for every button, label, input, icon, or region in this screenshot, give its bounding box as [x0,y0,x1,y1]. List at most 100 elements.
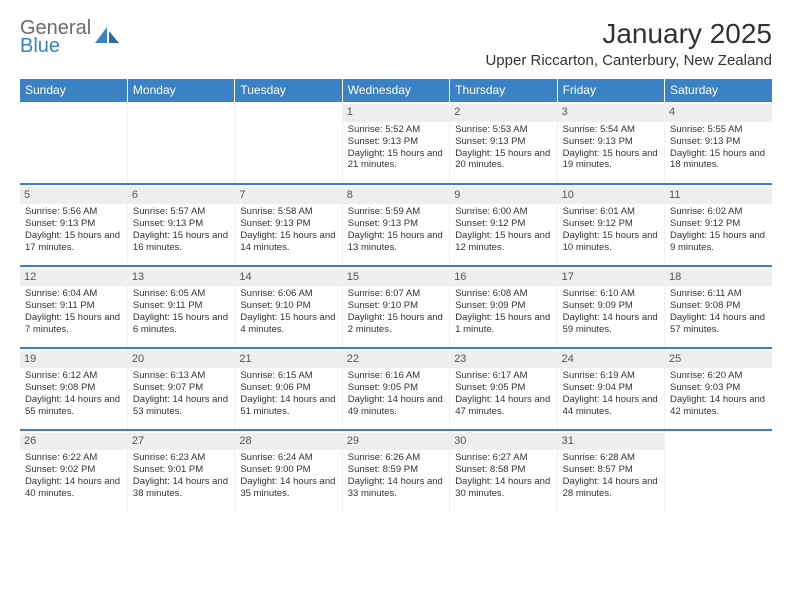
calendar-day-cell: 30Sunrise: 6:27 AMSunset: 8:58 PMDayligh… [450,430,557,512]
daylight-line: Daylight: 15 hours and 10 minutes. [563,230,659,254]
day-number: 22 [343,351,449,369]
calendar-day-cell: 22Sunrise: 6:16 AMSunset: 9:05 PMDayligh… [342,348,449,430]
calendar-day-cell [20,102,127,184]
daylight-line: Daylight: 15 hours and 18 minutes. [670,148,767,172]
calendar-day-cell [665,430,772,512]
weekday-header: Tuesday [235,79,342,102]
calendar-day-cell: 18Sunrise: 6:11 AMSunset: 9:08 PMDayligh… [665,266,772,348]
sunrise-line: Sunrise: 5:56 AM [25,206,122,218]
calendar-table: SundayMondayTuesdayWednesdayThursdayFrid… [20,79,772,512]
sunrise-line: Sunrise: 6:06 AM [240,288,336,300]
daylight-line: Daylight: 15 hours and 21 minutes. [348,148,444,172]
calendar-day-cell: 7Sunrise: 5:58 AMSunset: 9:13 PMDaylight… [235,184,342,266]
day-number: 5 [20,187,127,205]
weekday-header: Friday [557,79,664,102]
sunrise-line: Sunrise: 5:58 AM [240,206,336,218]
calendar-body: 1Sunrise: 5:52 AMSunset: 9:13 PMDaylight… [20,102,772,512]
weekday-header: Wednesday [342,79,449,102]
calendar-head: SundayMondayTuesdayWednesdayThursdayFrid… [20,79,772,102]
calendar-day-cell: 27Sunrise: 6:23 AMSunset: 9:01 PMDayligh… [127,430,234,512]
weekday-header: Saturday [665,79,772,102]
daylight-line: Daylight: 14 hours and 42 minutes. [670,394,767,418]
calendar-day-cell: 8Sunrise: 5:59 AMSunset: 9:13 PMDaylight… [342,184,449,266]
daylight-line: Daylight: 15 hours and 14 minutes. [240,230,336,254]
sunset-line: Sunset: 9:08 PM [25,382,122,394]
logo-part2: Blue [20,36,91,56]
sunset-line: Sunset: 9:03 PM [670,382,767,394]
weekday-header: Thursday [450,79,557,102]
sunrise-line: Sunrise: 6:11 AM [670,288,767,300]
sunrise-line: Sunrise: 5:53 AM [455,124,551,136]
calendar-day-cell: 13Sunrise: 6:05 AMSunset: 9:11 PMDayligh… [127,266,234,348]
sunset-line: Sunset: 9:02 PM [25,464,122,476]
calendar-day-cell: 9Sunrise: 6:00 AMSunset: 9:12 PMDaylight… [450,184,557,266]
sunrise-line: Sunrise: 6:23 AM [133,452,229,464]
sunrise-line: Sunrise: 6:22 AM [25,452,122,464]
day-number: 11 [665,187,772,205]
day-number: 24 [558,351,664,369]
calendar-week-row: 12Sunrise: 6:04 AM Sunset: 9:11 PM Dayligh… [20,266,772,348]
sunrise-line: Sunrise: 5:54 AM [563,124,659,136]
calendar-day-cell: 19Sunrise: 6:12 AMSunset: 9:08 PMDayligh… [20,348,127,430]
calendar-day-cell: 2Sunrise: 5:53 AMSunset: 9:13 PMDaylight… [450,102,557,184]
daylight-line: Daylight: 15 hours and 7 minutes. [25,312,122,336]
daylight-line: Daylight: 15 hours and 16 minutes. [133,230,229,254]
sunrise-line: Sunrise: 6:10 AM [563,288,659,300]
sunrise-line: Sunrise: 5:59 AM [348,206,444,218]
sunset-line: Sunset: 9:06 PM [240,382,336,394]
sunset-line: Sunset: 9:12 PM [455,218,551,230]
daylight-line: Daylight: 14 hours and 51 minutes. [240,394,336,418]
day-number: 25 [665,351,772,369]
logo: General Blue [20,18,121,56]
daylight-line: Daylight: 15 hours and 13 minutes. [348,230,444,254]
sunrise-line: Sunrise: 6:04 AM [25,288,122,300]
sunrise-line: Sunrise: 6:28 AM [563,452,659,464]
calendar-day-cell: 25Sunrise: 6:20 AMSunset: 9:03 PMDayligh… [665,348,772,430]
sunset-line: Sunset: 9:13 PM [348,218,444,230]
day-number: 15 [343,269,449,287]
daylight-line: Daylight: 15 hours and 12 minutes. [455,230,551,254]
sunset-line: Sunset: 9:10 PM [348,300,444,312]
sunset-line: Sunset: 8:58 PM [455,464,551,476]
day-number: 2 [450,104,556,122]
daylight-line: Daylight: 14 hours and 40 minutes. [25,476,122,500]
weekday-row: SundayMondayTuesdayWednesdayThursdayFrid… [20,79,772,102]
sunrise-line: Sunrise: 6:00 AM [455,206,551,218]
page-header: General Blue January 2025 Upper Riccarto… [20,18,772,69]
day-number: 12 [20,269,127,287]
sunset-line: Sunset: 9:13 PM [133,218,229,230]
calendar-day-cell: 10Sunrise: 6:01 AMSunset: 9:12 PMDayligh… [557,184,664,266]
daylight-line: Daylight: 14 hours and 33 minutes. [348,476,444,500]
daylight-line: Daylight: 14 hours and 38 minutes. [133,476,229,500]
day-number: 29 [343,433,449,451]
calendar-day-cell [127,102,234,184]
sunrise-line: Sunrise: 6:26 AM [348,452,444,464]
title-block: January 2025 Upper Riccarton, Canterbury… [485,18,772,69]
day-number: 23 [450,351,556,369]
calendar-day-cell: 14Sunrise: 6:06 AMSunset: 9:10 PMDayligh… [235,266,342,348]
sunset-line: Sunset: 9:01 PM [133,464,229,476]
sunrise-line: Sunrise: 6:13 AM [133,370,229,382]
sunrise-line: Sunrise: 6:12 AM [25,370,122,382]
daylight-line: Daylight: 15 hours and 4 minutes. [240,312,336,336]
calendar-day-cell: 17Sunrise: 6:10 AMSunset: 9:09 PMDayligh… [557,266,664,348]
day-number: 10 [558,187,664,205]
sunset-line: Sunset: 9:13 PM [670,136,767,148]
daylight-line: Daylight: 15 hours and 1 minute. [455,312,551,336]
sunset-line: Sunset: 9:13 PM [563,136,659,148]
sunrise-line: Sunrise: 5:57 AM [133,206,229,218]
calendar-day-cell: 24Sunrise: 6:19 AMSunset: 9:04 PMDayligh… [557,348,664,430]
sunset-line: Sunset: 9:11 PM [133,300,229,312]
sunset-line: Sunset: 9:13 PM [240,218,336,230]
day-number: 31 [558,433,664,451]
logo-text: General Blue [20,18,91,56]
day-number: 9 [450,187,556,205]
daylight-line: Daylight: 15 hours and 9 minutes. [670,230,767,254]
day-number: 13 [128,269,234,287]
calendar-week-row: 1Sunrise: 5:52 AMSunset: 9:13 PMDaylight… [20,102,772,184]
logo-sail-icon [95,25,121,50]
calendar-week-row: 26Sunrise: 6:22 AMSunset: 9:02 PMDayligh… [20,430,772,512]
sunset-line: Sunset: 9:12 PM [670,218,767,230]
calendar-day-cell: 20Sunrise: 6:13 AMSunset: 9:07 PMDayligh… [127,348,234,430]
calendar-day-cell: 26Sunrise: 6:22 AMSunset: 9:02 PMDayligh… [20,430,127,512]
